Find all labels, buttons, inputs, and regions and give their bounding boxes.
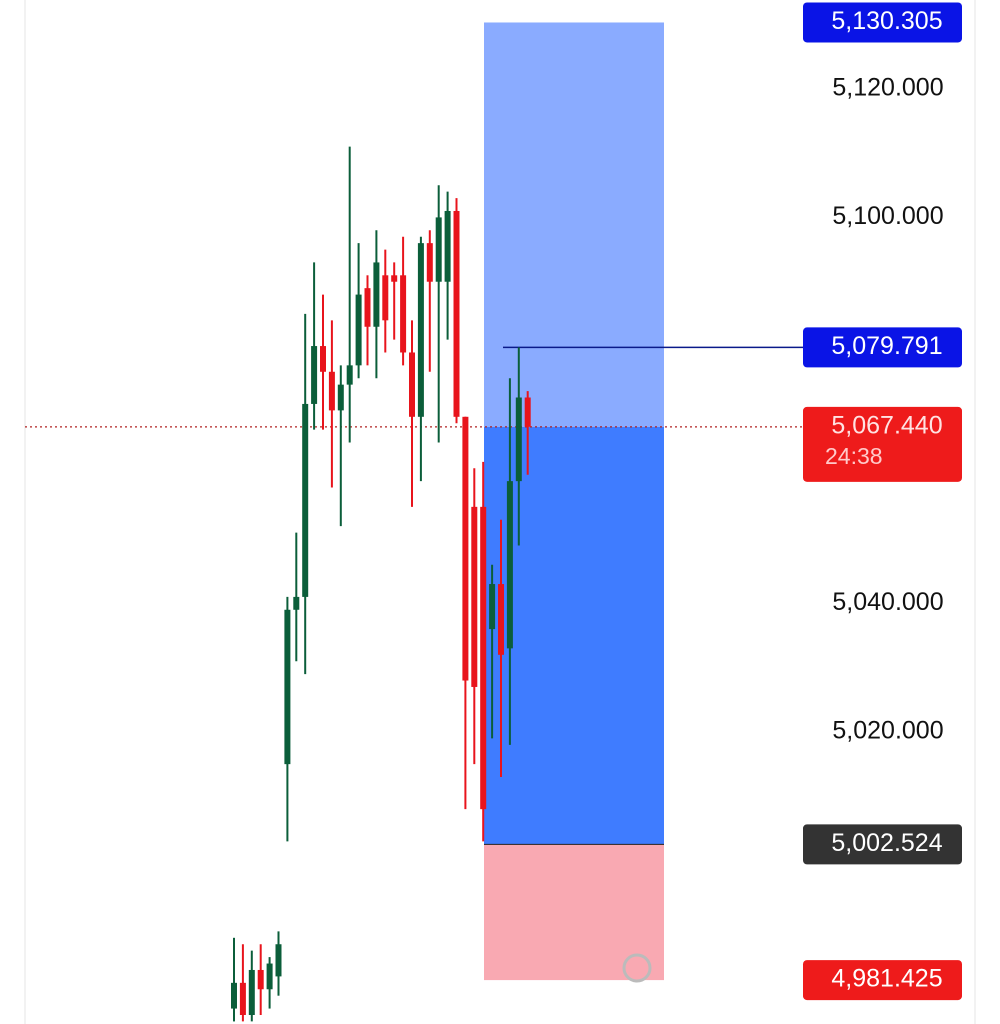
candle-body bbox=[302, 403, 309, 597]
candle-body bbox=[400, 275, 407, 353]
price-label-box bbox=[803, 406, 962, 482]
price-label: 5,002.524 bbox=[831, 829, 942, 857]
candle-body bbox=[284, 609, 291, 765]
candle-body bbox=[444, 210, 451, 282]
candle-body bbox=[275, 944, 282, 977]
price-label-box bbox=[803, 960, 962, 1001]
candle-body bbox=[391, 275, 398, 282]
watermark-icon bbox=[622, 953, 652, 983]
candle-body bbox=[382, 275, 389, 321]
candles bbox=[231, 146, 531, 1022]
price-labels: 5,130.305 5,079.791 5,067.440 24:38 5,002.52… bbox=[803, 2, 962, 1001]
y-tick-label: 5,040.000 bbox=[832, 588, 943, 616]
candle-body bbox=[355, 294, 362, 366]
position-zone bbox=[484, 426, 664, 845]
candle-body bbox=[239, 982, 246, 1015]
y-tick-label: 5,120.000 bbox=[832, 73, 943, 101]
candle-body bbox=[471, 506, 478, 687]
price-label: 5,067.440 bbox=[831, 411, 942, 439]
candle-body bbox=[364, 288, 371, 327]
candle-body bbox=[480, 506, 487, 810]
candle-body bbox=[417, 243, 424, 417]
candle-body bbox=[231, 982, 237, 1009]
candle-body bbox=[409, 352, 415, 417]
candle-body bbox=[373, 262, 380, 327]
candle-body bbox=[453, 210, 460, 417]
candle-body bbox=[337, 384, 344, 411]
candle-body bbox=[248, 969, 255, 1015]
price-label: 5,130.305 bbox=[831, 7, 942, 35]
position-tool bbox=[25, 22, 803, 981]
position-zone bbox=[484, 844, 664, 981]
candle-body bbox=[462, 416, 469, 681]
price-label-box bbox=[803, 2, 962, 43]
candle-body bbox=[524, 397, 531, 427]
candle-body bbox=[506, 481, 513, 649]
candle-body bbox=[515, 397, 522, 482]
countdown: 24:38 bbox=[825, 443, 883, 469]
candle-body bbox=[293, 596, 300, 610]
candle-body bbox=[435, 217, 442, 282]
price-label: 5,079.791 bbox=[831, 332, 942, 360]
candle-body bbox=[489, 584, 496, 630]
price-label-box bbox=[803, 824, 962, 865]
position-zone bbox=[484, 22, 664, 427]
candle-body bbox=[266, 963, 273, 990]
y-tick-label: 5,100.000 bbox=[832, 202, 943, 230]
price-axis: 5,120.000 5,100.000 5,040.000 5,020.000 bbox=[832, 73, 943, 744]
candle-body bbox=[498, 584, 504, 655]
candle-body bbox=[257, 969, 264, 990]
y-tick-label: 5,020.000 bbox=[832, 717, 943, 745]
price-label: 4,981.425 bbox=[831, 965, 942, 993]
candle-body bbox=[320, 346, 326, 372]
candle-body bbox=[426, 243, 433, 282]
candle-body bbox=[328, 371, 335, 411]
candle-body bbox=[311, 346, 318, 404]
candle-body bbox=[346, 365, 353, 385]
price-label-box bbox=[803, 327, 962, 368]
